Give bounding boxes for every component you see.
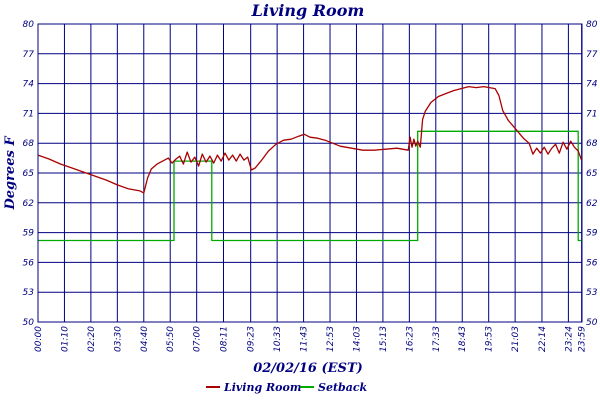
x-tick-label: 08:11 bbox=[219, 326, 229, 352]
legend-label-living-room: Living Room bbox=[223, 381, 301, 394]
x-tick-labels: 00:00 01:10 02:20 03:30 04:40 05:50 07:00 08:11… bbox=[34, 326, 588, 352]
series-layer bbox=[37, 85, 583, 242]
x-tick-label: 16:23 bbox=[405, 326, 415, 352]
y-tick-label-left: 50 bbox=[23, 318, 35, 328]
x-tick-label: 01:10 bbox=[60, 326, 70, 352]
x-tick-label: 11:43 bbox=[300, 326, 310, 352]
plot-frame bbox=[37, 23, 583, 323]
x-tick-label: 23:24 bbox=[564, 326, 574, 352]
x-tick-label: 10:33 bbox=[273, 326, 283, 352]
series-line-setback bbox=[38, 130, 582, 242]
y-tick-label-left: 71 bbox=[23, 109, 34, 119]
y-tick-label-left: 56 bbox=[23, 258, 35, 268]
y-tick-label-left: 53 bbox=[23, 288, 35, 298]
y-tick-label-right: 53 bbox=[586, 288, 598, 298]
y-tick-label-left: 77 bbox=[23, 50, 35, 60]
chart-title: Living Room bbox=[251, 1, 365, 20]
y-tick-label-left: 74 bbox=[23, 80, 35, 90]
y-tick-label-left: 68 bbox=[23, 139, 35, 149]
legend: Living Room Setback bbox=[206, 381, 368, 394]
y-tick-label-left: 80 bbox=[23, 20, 35, 30]
y-tick-label-left: 59 bbox=[23, 229, 35, 239]
y-tick-label-right: 56 bbox=[586, 258, 598, 268]
y-tick-label-right: 65 bbox=[586, 169, 598, 179]
x-tick-label: 05:50 bbox=[166, 326, 176, 352]
x-tick-label: 15:13 bbox=[379, 326, 389, 352]
y-tick-label-right: 74 bbox=[586, 80, 598, 90]
x-tick-label: 07:00 bbox=[193, 326, 203, 352]
y-tick-labels-left: 50 53 56 59 62 65 68 71 74 77 80 bbox=[23, 20, 35, 328]
x-tick-label: 22:14 bbox=[538, 326, 548, 352]
y-tick-label-right: 77 bbox=[586, 50, 598, 60]
y-tick-label-right: 50 bbox=[586, 318, 598, 328]
y-tick-labels-right: 50 53 56 59 62 65 68 71 74 77 80 bbox=[586, 20, 598, 328]
y-tick-label-right: 71 bbox=[586, 109, 597, 119]
x-tick-label: 00:00 bbox=[34, 326, 44, 352]
x-tick-label: 04:40 bbox=[140, 326, 150, 352]
x-tick-label: 12:53 bbox=[326, 326, 336, 352]
y-tick-label-left: 62 bbox=[23, 199, 35, 209]
y-axis-title: Degrees F bbox=[3, 136, 18, 211]
x-tick-label: 23:59 bbox=[578, 326, 588, 352]
y-tick-label-right: 59 bbox=[586, 229, 598, 239]
x-tick-label: 03:30 bbox=[113, 326, 123, 352]
y-tick-label-left: 65 bbox=[23, 169, 35, 179]
x-tick-label: 14:03 bbox=[352, 326, 362, 352]
x-tick-label: 18:43 bbox=[458, 326, 468, 352]
x-tick-label: 09:23 bbox=[247, 326, 257, 352]
series-line-living-room bbox=[37, 85, 583, 194]
legend-label-setback: Setback bbox=[318, 381, 368, 394]
grid bbox=[37, 23, 583, 323]
y-tick-label-right: 68 bbox=[586, 139, 598, 149]
x-tick-label: 17:33 bbox=[432, 326, 442, 352]
x-tick-label: 19:53 bbox=[485, 326, 495, 352]
x-axis-title: 02/02/16 (EST) bbox=[253, 361, 363, 376]
x-tick-label: 21:03 bbox=[511, 326, 521, 352]
y-tick-label-right: 62 bbox=[586, 199, 598, 209]
x-tick-label: 02:20 bbox=[87, 326, 97, 352]
y-tick-label-right: 80 bbox=[586, 20, 598, 30]
